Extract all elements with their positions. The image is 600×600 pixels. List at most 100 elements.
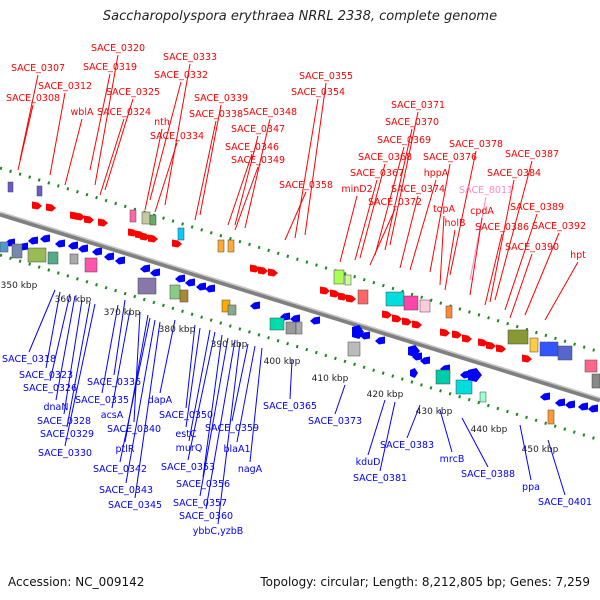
gene-feature-box: [591, 373, 600, 389]
pointer-line: [133, 311, 141, 423]
reverse-gene-block: [410, 368, 418, 378]
pointer-line: [354, 179, 378, 261]
map-title: Saccharopolyspora erythraea NRRL 2338, c…: [102, 9, 498, 24]
pointer-line: [449, 150, 477, 276]
gene-label-bottom: kduD: [356, 457, 381, 468]
kbp-tick-label: 420 kbp: [367, 390, 404, 400]
gene-feature-box: [69, 253, 79, 265]
kbp-tick-label: 350 kbp: [1, 281, 38, 291]
genome-backbone: [0, 211, 600, 403]
gene-label-bottom: SACE_0401: [538, 497, 592, 508]
reverse-gene-block: [408, 345, 420, 357]
gene-feature-box: [295, 321, 303, 335]
pointer-line: [399, 195, 419, 269]
pointer-line: [185, 324, 196, 409]
gene-label-top: SACE_0348: [243, 107, 297, 118]
gene-label-bottom: ybbC,yzbB: [193, 526, 244, 537]
gene-feature-box: [455, 379, 473, 395]
pointer-line: [199, 104, 222, 216]
pointer-line: [199, 337, 229, 497]
pointer-line: [113, 299, 126, 376]
gene-feature-box: [285, 321, 297, 335]
pointer-line: [164, 63, 191, 206]
pointer-line: [289, 359, 293, 400]
gene-label-top: hppA: [424, 168, 449, 179]
gene-label-top: SACE_0390: [505, 242, 559, 253]
pointer-line: [379, 401, 396, 472]
gene-label-top: SACE_0308: [6, 93, 60, 104]
gene-label-top: SACE_0392: [532, 221, 586, 232]
gene-feature-box: [403, 295, 419, 311]
gene-feature-box: [479, 391, 487, 403]
pointer-line: [89, 73, 111, 171]
pointer-line: [369, 208, 396, 266]
kbp-tick-label: 450 kbp: [522, 445, 559, 455]
gene-label-top: SACE_0332: [154, 70, 208, 81]
gene-label-top: SACE_0346: [225, 142, 279, 153]
reverse-gene-arrow: [28, 236, 38, 245]
reverse-gene-arrow: [290, 314, 300, 323]
pointer-line: [55, 295, 76, 401]
forward-gene-arrow: [462, 334, 472, 343]
gene-label-bottom: SACE_0335: [75, 395, 129, 406]
kbp-tick-label: 430 kbp: [416, 407, 453, 417]
gene-label-bottom: acsA: [101, 410, 124, 421]
gene-label-top: SACE_0325: [106, 87, 160, 98]
forward-gene-arrow: [46, 203, 56, 212]
pointer-line: [524, 232, 560, 316]
pointer-line: [188, 329, 211, 442]
pointer-line: [185, 327, 201, 428]
gene-label-top: SACE_0339: [194, 93, 248, 104]
gene-label-top: SACE_0386: [475, 222, 529, 233]
gene-feature-box: [177, 227, 185, 241]
gene-label-top: SACE_0319: [83, 62, 137, 73]
gene-label-top: SACE_0368: [358, 152, 412, 163]
gene-label-top: SACE_0358: [279, 180, 333, 191]
reverse-gene-arrow: [540, 392, 550, 401]
accession-text: Accession: NC_009142: [8, 575, 145, 589]
gene-label-bottom: SACE_0336: [87, 377, 141, 388]
gene-label-bottom: ppa: [522, 482, 540, 493]
gene-label-bottom: SACE_0340: [107, 424, 161, 435]
pointer-line: [64, 118, 83, 186]
gene-feature-box: [269, 317, 285, 331]
kbp-tick-label: 400 kbp: [264, 357, 301, 367]
pointer-line: [544, 261, 579, 321]
gene-label-bottom: SACE_0329: [40, 429, 94, 440]
gene-label-bottom: SACE_0357: [173, 498, 227, 509]
pointer-line: [389, 111, 419, 246]
forward-gene-arrow: [320, 286, 330, 295]
gene-feature-box: [529, 337, 539, 353]
bottom-strand-labels: SACE_0318 SACE_0323 SACE_0326 dnaN SACE_0328…: [2, 354, 592, 537]
pointer-line: [484, 233, 503, 306]
kbp-tick-label: 410 kbp: [312, 374, 349, 384]
gene-feature-box: [137, 277, 157, 295]
label-pointer-lines: [17, 54, 579, 525]
pointer-line: [547, 439, 566, 496]
gene-label-top: hpt: [570, 250, 586, 261]
gene-label-top: SACE_0376: [423, 152, 477, 163]
gene-label-top: SACE_0320: [91, 43, 145, 54]
pointer-line: [194, 120, 217, 221]
reverse-gene-block: [468, 368, 482, 382]
gene-feature-box: [27, 247, 47, 263]
forward-gene-arrow: [412, 320, 422, 329]
gene-feature-box: [11, 243, 23, 259]
pointer-line: [384, 128, 413, 251]
pointer-line: [63, 299, 83, 415]
gene-feature-box: [0, 241, 9, 253]
gene-label-bottom: SACE_0353: [161, 462, 215, 473]
gene-label-bottom: SACE_0359: [205, 423, 259, 434]
gene-feature-box: [149, 214, 157, 226]
gene-label-top: SACE_0333: [163, 52, 217, 63]
pointer-line: [439, 409, 453, 453]
forward-gene-arrow: [522, 354, 532, 363]
reverse-gene-arrow: [175, 274, 185, 283]
gene-label-bottom: SACE_0342: [93, 464, 147, 475]
gene-feature-box: [357, 289, 369, 305]
gene-label-top: nth: [154, 117, 170, 128]
reverse-gene-arrow: [55, 239, 65, 248]
gene-label-bottom: SACE_0328: [37, 416, 91, 427]
gene-label-bottom: SACE_0350: [159, 410, 213, 421]
